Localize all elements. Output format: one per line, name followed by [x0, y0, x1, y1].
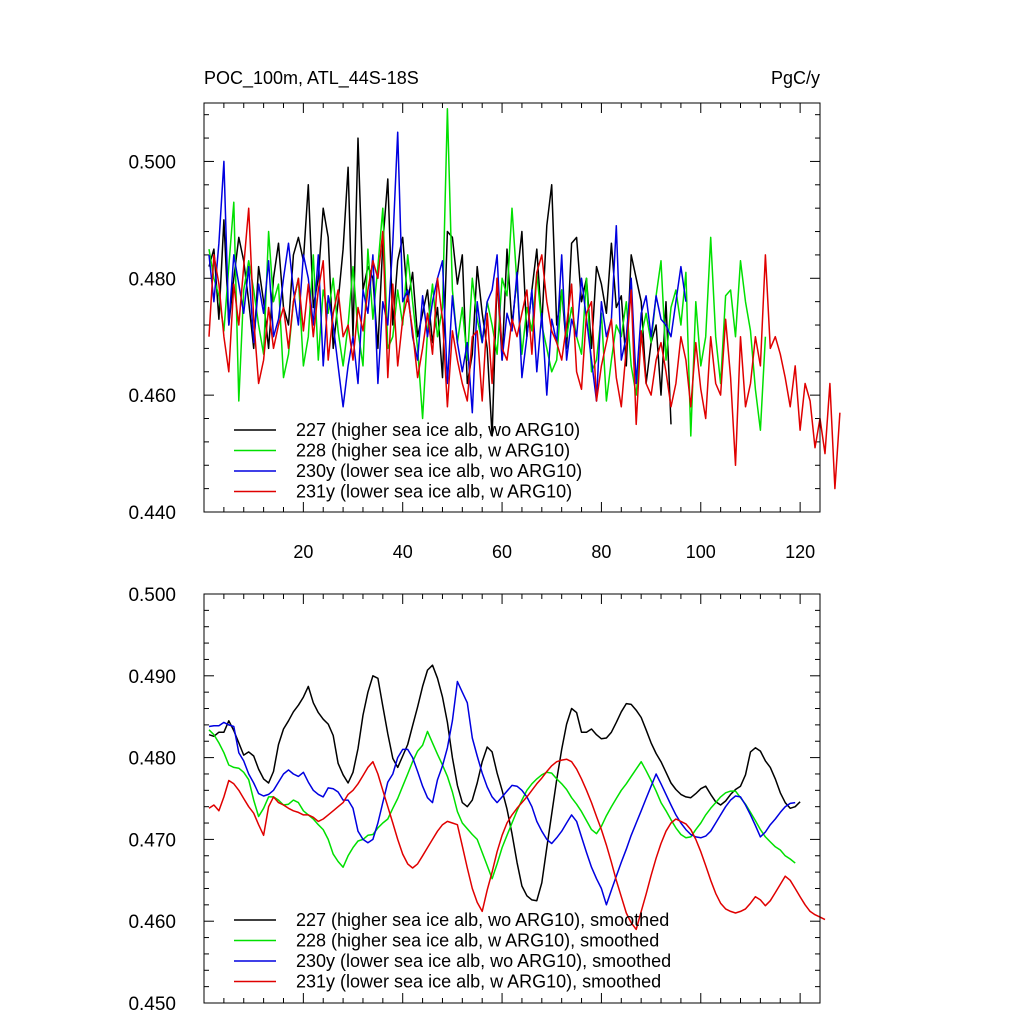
top-chart-title: POC_100m, ATL_44S-18S	[204, 68, 419, 89]
top-legend-label: 228 (higher sea ice alb, w ARG10)	[296, 441, 570, 461]
bottom-legend-label: 231y (lower sea ice alb, w ARG10), smoot…	[296, 972, 661, 992]
bottom-panel: 0.450 0.460 0.470 0.480 0.490 0.500 227 (high…	[128, 585, 826, 1015]
bottom-y-tick-label: 0.460	[128, 912, 176, 933]
bottom-legend-label: 230y (lower sea ice alb, wo ARG10), smoo…	[296, 951, 671, 971]
top-panel: POC_100m, ATL_44S-18S PgC/y 20 40 60 80 100 1…	[128, 68, 841, 562]
top-x-tick-label: 100	[686, 542, 716, 562]
top-x-tick-label: 60	[492, 542, 512, 562]
bottom-y-tick-label: 0.500	[128, 585, 176, 606]
top-x-tick-label: 20	[293, 542, 313, 562]
bottom-axes: 0.450 0.460 0.470 0.480 0.490 0.500	[128, 585, 820, 1015]
top-x-tick-label: 40	[393, 542, 413, 562]
top-y-tick-label: 0.480	[128, 269, 176, 290]
bottom-legend-label: 227 (higher sea ice alb, wo ARG10), smoo…	[296, 910, 669, 930]
top-x-tick-label: 120	[785, 542, 815, 562]
top-legend-label: 231y (lower sea ice alb, w ARG10)	[296, 482, 572, 502]
top-series-line-3	[208, 131, 687, 414]
bottom-series-group	[208, 664, 826, 931]
bottom-series-line-1	[208, 664, 801, 902]
top-axes: 20 40 60 80 100 120 0.440 0.460 0.480 0.500	[128, 103, 820, 562]
top-plot-frame	[203, 102, 821, 513]
bottom-y-tick-label: 0.450	[128, 994, 176, 1015]
top-legend-label: 230y (lower sea ice alb, wo ARG10)	[296, 461, 582, 481]
top-y-tick-label: 0.440	[128, 503, 176, 524]
top-y-tick-label: 0.500	[128, 152, 176, 173]
bottom-y-tick-label: 0.480	[128, 749, 176, 770]
top-x-tick-label: 80	[591, 542, 611, 562]
top-series-group	[208, 108, 841, 490]
bottom-series-line-2	[208, 729, 796, 880]
top-legend-label: 227 (higher sea ice alb, wo ARG10)	[296, 420, 580, 440]
top-series-line-4	[208, 207, 841, 490]
bottom-y-tick-label: 0.470	[128, 830, 176, 851]
top-y-tick-label: 0.460	[128, 386, 176, 407]
bottom-legend: 227 (higher sea ice alb, wo ARG10), smoo…	[234, 910, 671, 992]
bottom-series-line-4	[208, 758, 826, 931]
bottom-series-line-3	[208, 680, 796, 906]
top-legend: 227 (higher sea ice alb, wo ARG10)228 (h…	[234, 420, 582, 502]
bottom-plot-frame	[203, 593, 821, 1004]
bottom-legend-label: 228 (higher sea ice alb, w ARG10), smoot…	[296, 931, 659, 951]
top-chart-units: PgC/y	[771, 68, 820, 88]
top-series-line-1	[208, 137, 672, 437]
bottom-y-tick-label: 0.490	[128, 667, 176, 688]
